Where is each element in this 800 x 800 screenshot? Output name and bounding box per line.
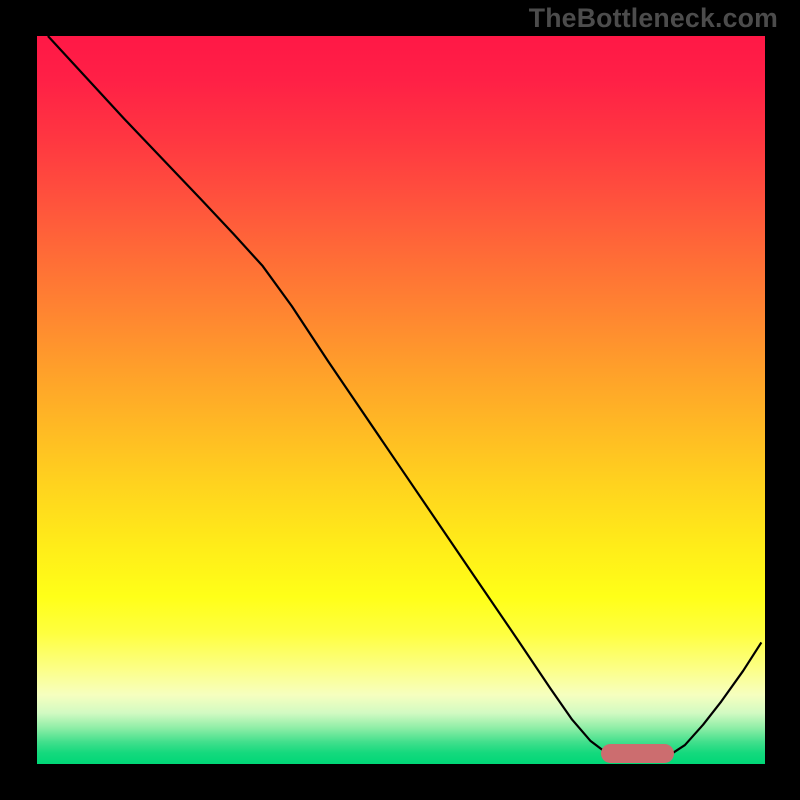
watermark-text: TheBottleneck.com <box>529 3 778 34</box>
plot-area <box>37 36 765 764</box>
curve-path <box>48 36 761 757</box>
bottleneck-curve <box>37 36 765 764</box>
optimal-range-marker <box>601 744 674 763</box>
